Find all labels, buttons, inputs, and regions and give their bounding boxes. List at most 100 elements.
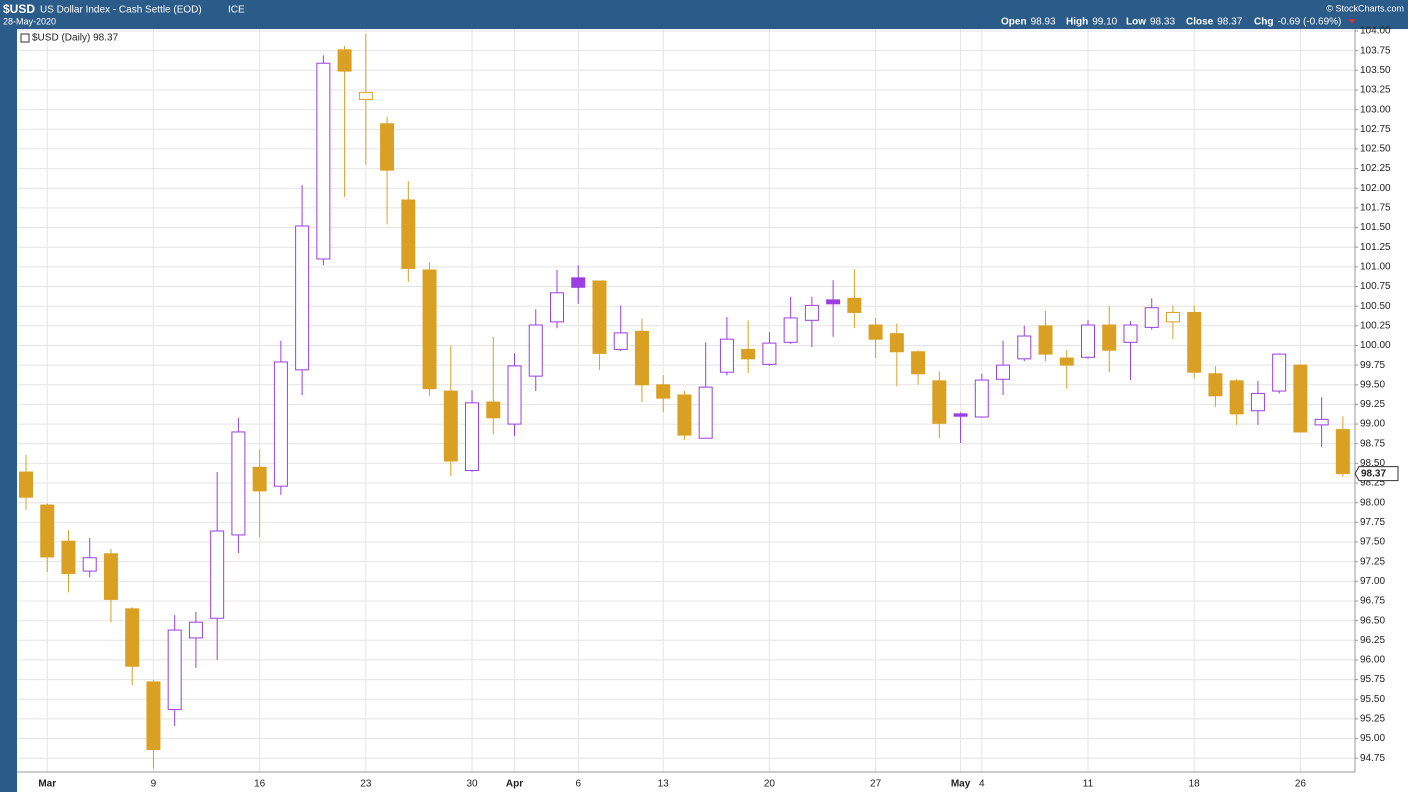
stat-value: 98.33 [1150, 17, 1175, 28]
y-tick-label: 104.00 [1360, 26, 1391, 37]
legend-icon [20, 33, 30, 43]
price-label: 98.37 [1361, 468, 1386, 479]
y-tick-label: 97.00 [1360, 576, 1385, 587]
y-tick-label: 99.00 [1360, 419, 1385, 430]
x-tick-label: 26 [1295, 779, 1307, 790]
y-tick-label: 98.00 [1360, 497, 1385, 508]
y-tick-label: 102.00 [1360, 183, 1391, 194]
y-tick-label: 97.75 [1360, 517, 1385, 528]
x-tick-label: May [951, 779, 971, 790]
candle-body [1208, 373, 1223, 397]
candle-body [422, 269, 437, 390]
y-tick-label: 97.50 [1360, 537, 1385, 548]
candle-body [273, 361, 288, 487]
x-tick-label: Apr [506, 779, 523, 790]
candle-body [337, 49, 352, 72]
y-tick-label: 102.50 [1360, 144, 1391, 155]
candle-body [911, 351, 926, 375]
exchange: ICE [228, 5, 245, 16]
y-tick-label: 103.00 [1360, 104, 1391, 115]
y-tick-label: 102.25 [1360, 163, 1391, 174]
stat-label: Close [1186, 17, 1214, 28]
candle-body [380, 123, 395, 171]
y-tick-label: 99.25 [1360, 399, 1385, 410]
credit: © StockCharts.com [1326, 3, 1404, 13]
candle-body [1314, 418, 1329, 426]
candle-body [677, 394, 692, 436]
symbol: $USD [3, 2, 35, 16]
y-tick-label: 99.75 [1360, 360, 1385, 371]
stat-label: High [1066, 17, 1088, 28]
candle-body [996, 364, 1011, 380]
candle-body [507, 365, 522, 425]
candle-body [1187, 311, 1202, 373]
y-tick-label: 100.25 [1360, 320, 1391, 331]
stat-value: 98.93 [1031, 17, 1056, 28]
y-tick-label: 96.75 [1360, 596, 1385, 607]
candle-body [1229, 380, 1244, 415]
candle-body [486, 401, 501, 419]
candle-body [401, 199, 416, 269]
stat-value: 99.10 [1092, 17, 1117, 28]
candle-body [210, 530, 225, 619]
down-arrow [1349, 19, 1355, 24]
candle-body [613, 332, 628, 350]
y-tick-label: 98.50 [1360, 458, 1385, 469]
y-tick-label: 95.50 [1360, 694, 1385, 705]
y-tick-label: 100.00 [1360, 340, 1391, 351]
candle-body [953, 413, 968, 417]
candle-body [1102, 324, 1117, 351]
candle-body [231, 431, 246, 536]
x-tick-label: 20 [764, 779, 776, 790]
candle-body [125, 608, 140, 667]
candle-body [82, 557, 97, 572]
y-tick-label: 95.75 [1360, 674, 1385, 685]
candle-body [188, 621, 203, 639]
candle-body [528, 324, 543, 377]
x-tick-label: 16 [254, 779, 266, 790]
candle-body [634, 330, 649, 386]
y-tick-label: 99.50 [1360, 379, 1385, 390]
candle-body [1081, 324, 1095, 358]
x-tick-label: 13 [658, 779, 670, 790]
price-marker [1354, 466, 1399, 482]
candle-body [1059, 357, 1074, 366]
y-tick-label: 101.25 [1360, 242, 1391, 253]
stat-label: Low [1126, 17, 1146, 28]
legend-label: $USD (Daily) 98.37 [32, 33, 119, 44]
candle-body [465, 402, 480, 471]
candle-body [1123, 324, 1138, 343]
instrument-name: US Dollar Index - Cash Settle (EOD) [40, 5, 202, 16]
x-tick-label: 18 [1189, 779, 1201, 790]
candle-body [741, 348, 756, 360]
y-tick-label: 103.75 [1360, 45, 1391, 56]
x-tick-label: 23 [360, 779, 372, 790]
candle-body [1272, 353, 1287, 392]
y-tick-label: 102.75 [1360, 124, 1391, 135]
candle-body [698, 386, 713, 439]
candle-body [443, 390, 458, 462]
candle-body [932, 380, 947, 424]
candle-body [40, 504, 55, 558]
candle-body [252, 466, 267, 492]
candle-body [804, 304, 819, 321]
y-tick-label: 103.50 [1360, 65, 1391, 76]
candle-body [974, 379, 989, 418]
candle-body [61, 540, 76, 574]
stat-label: Open [1001, 17, 1027, 28]
candle-body [826, 299, 841, 305]
date: 28-May-2020 [3, 16, 56, 26]
y-tick-label: 101.50 [1360, 222, 1391, 233]
y-tick-label: 94.75 [1360, 753, 1385, 764]
y-tick-label: 95.00 [1360, 733, 1385, 744]
candle-body [719, 338, 734, 373]
y-tick-label: 95.25 [1360, 714, 1385, 725]
candle-body [1250, 392, 1265, 412]
candle-body [550, 292, 564, 323]
stat-value: -0.69 (-0.69%) [1277, 17, 1341, 28]
x-tick-label: 6 [575, 779, 581, 790]
candle-body [316, 62, 331, 260]
stat-value: 98.37 [1217, 17, 1242, 28]
